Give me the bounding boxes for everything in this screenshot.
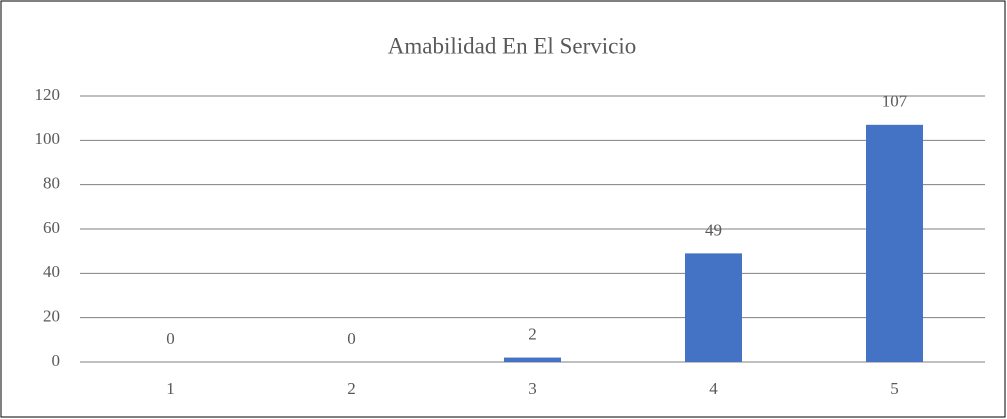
data-label: 107 [882,92,908,111]
chart-title: Amabilidad En El Servicio [388,33,636,58]
y-tick-label: 80 [43,174,60,193]
bar [685,253,742,362]
x-tick-label: 3 [528,379,537,398]
data-label: 2 [528,324,537,343]
x-tick-label: 5 [890,379,899,398]
x-tick-label: 4 [709,379,718,398]
data-label: 49 [705,220,722,239]
data-label: 0 [347,329,356,348]
y-tick-label: 60 [43,218,60,237]
y-tick-label: 0 [52,351,61,370]
y-tick-label: 100 [35,129,61,148]
y-tick-label: 120 [35,85,61,104]
x-tick-label: 1 [166,379,175,398]
bar [866,124,923,362]
x-tick-label: 2 [347,379,356,398]
bar [504,357,561,362]
y-tick-label: 20 [43,307,60,326]
y-tick-label: 40 [43,262,60,281]
data-label: 0 [166,329,175,348]
